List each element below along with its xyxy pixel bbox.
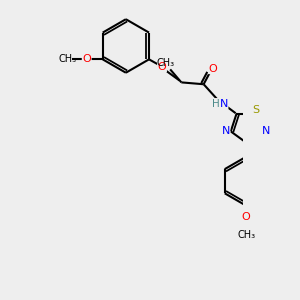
Text: O: O <box>158 62 166 72</box>
Text: N: N <box>221 126 230 136</box>
Text: CH₃: CH₃ <box>156 58 174 68</box>
Text: O: O <box>241 212 250 221</box>
Text: CH₃: CH₃ <box>58 54 76 64</box>
Text: H: H <box>212 99 219 109</box>
Text: O: O <box>82 54 91 64</box>
Text: N: N <box>262 126 270 136</box>
Text: CH₃: CH₃ <box>238 230 256 240</box>
Text: N: N <box>220 99 228 109</box>
Text: O: O <box>208 64 217 74</box>
Text: S: S <box>252 105 260 115</box>
